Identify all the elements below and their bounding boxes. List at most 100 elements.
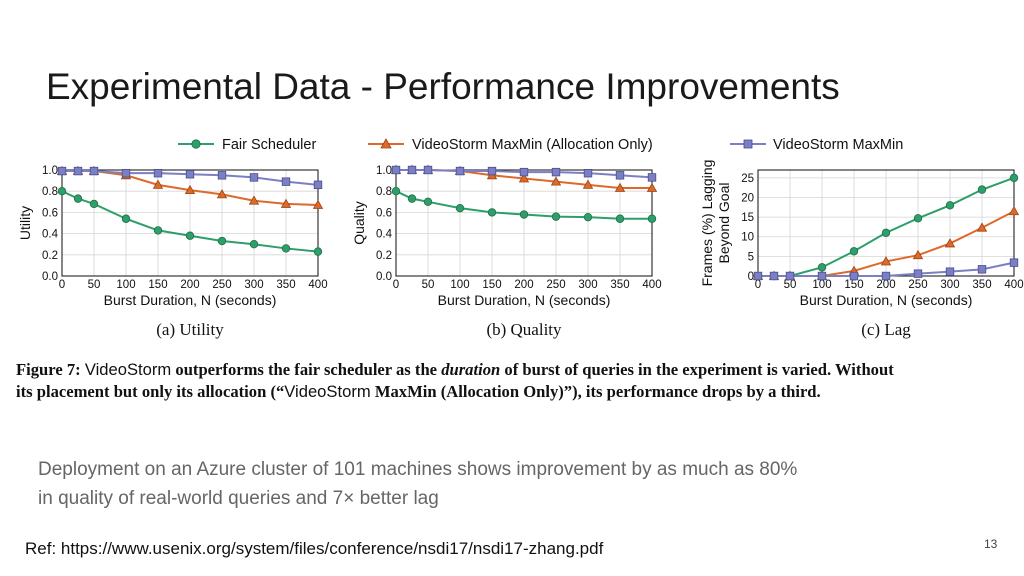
y-axis-label: Quality [351,201,367,245]
caption-system-name: VideoStorm [284,382,371,401]
x-tick-label: 50 [88,279,101,291]
x-tick-label: 250 [212,279,231,291]
data-point [280,198,292,208]
y-tick-label: 20 [741,192,754,204]
lag-chart: 0 50 100 150 200 250 300 350 400 0 5 10 15 20 25 Burst … [699,160,1024,339]
x-tick-label: 400 [308,279,327,291]
panel-label: (a) Utility [156,320,224,339]
y-tick-label: 10 [741,232,754,244]
data-point [614,182,626,192]
x-axis-label: Burst Duration, N (seconds) [800,292,973,308]
data-point [519,210,529,219]
legend-label: VideoStorm MaxMin (Allocation Only) [412,137,653,153]
caption-line-1: Figure 7: VideoStorm outperforms the fai… [16,359,1024,381]
data-point [519,167,529,177]
x-tick-label: 350 [610,279,629,291]
data-point [817,263,827,272]
caption-line-2: its placement but only its allocation (“… [16,381,1024,403]
x-tick-label: 350 [276,279,295,291]
data-point [455,166,465,176]
data-point [455,203,465,213]
x-tick-label: 400 [1004,279,1023,291]
data-point [881,228,891,238]
caption-label: Figure 7: [16,360,81,379]
caption-text: outperforms the fair scheduler as the [175,360,438,379]
panel-label: (b) Quality [486,320,562,339]
y-tick-label: 0.8 [42,186,58,198]
y-tick-label: 0.4 [376,229,393,241]
series-line [61,190,319,253]
data-point [551,212,561,221]
y-tick-label: 15 [741,212,754,224]
data-point [89,199,99,209]
data-point [312,199,324,209]
series-line [396,169,653,179]
data-point [184,184,196,195]
data-point [977,185,987,194]
reference-link[interactable]: Ref: https://www.usenix.org/system/files… [25,539,604,558]
x-tick-label: 300 [940,279,959,291]
y-tick-label: 1.0 [42,165,58,177]
data-point [407,194,417,203]
data-point [185,170,195,179]
data-point [423,197,433,206]
data-point [391,187,401,196]
legend-item-maxmin: VideoStorm MaxMin [730,137,903,153]
x-axis-label: Burst Duration, N (seconds) [438,292,611,308]
x-tick-label: 200 [514,279,533,291]
x-tick-label: 150 [482,279,501,291]
data-point [551,167,561,177]
x-tick-label: 0 [59,279,65,291]
data-point [913,269,923,278]
caption-text: its placement but only its allocation (“ [16,382,285,401]
slide-title: Experimental Data - Performance Improvem… [46,66,840,107]
data-point [944,238,956,248]
x-tick-label: 200 [180,279,199,291]
data-point [550,176,562,186]
x-tick-label: 50 [784,279,797,291]
x-tick-label: 150 [148,279,167,291]
x-tick-label: 100 [450,279,469,291]
y-tick-label: 0.0 [42,271,58,283]
caption-text: MaxMin (Allocation Only)”), its performa… [374,382,821,401]
data-point [121,168,131,178]
y-tick-label: 0.6 [376,207,392,219]
caption-emphasis: duration [441,360,501,379]
data-point [647,173,657,182]
data-point [615,214,625,223]
x-tick-label: 300 [578,279,597,291]
x-tick-label: 0 [755,279,761,291]
data-point [849,271,859,281]
figure-caption: Figure 7: VideoStorm outperforms the fai… [16,359,1024,403]
data-point [647,214,657,223]
y-tick-label: 0.4 [42,229,59,241]
data-point [313,180,323,190]
legend-item-allocation-only: VideoStorm MaxMin (Allocation Only) [368,137,653,153]
data-point [249,173,259,182]
data-point [313,247,323,256]
quality-chart: 0 50 100 150 200 250 300 350 400 0.0 0.2 0.4 0.6 0.8 1… [351,164,662,339]
data-point [769,271,779,281]
data-point [153,168,163,178]
x-tick-label: 100 [116,279,135,291]
data-point [1008,205,1020,216]
data-point [121,214,131,223]
data-point [281,177,291,186]
panel-label: (c) Lag [861,320,911,339]
data-point [249,239,259,249]
data-point [57,187,67,196]
x-tick-label: 300 [244,279,263,291]
data-point [615,171,625,180]
data-point [945,201,955,210]
x-tick-label: 150 [844,279,863,291]
data-point [583,168,593,178]
data-point [646,182,658,192]
data-point [407,165,417,175]
data-point [391,165,401,175]
data-point [518,173,530,183]
caption-text: of burst of queries in the experiment is… [504,360,894,379]
data-point [1009,258,1019,267]
body-text: Deployment on an Azure cluster of 101 ma… [38,455,978,513]
data-point [977,265,987,274]
y-axis-label: Frames (%) Lagging [699,160,715,287]
